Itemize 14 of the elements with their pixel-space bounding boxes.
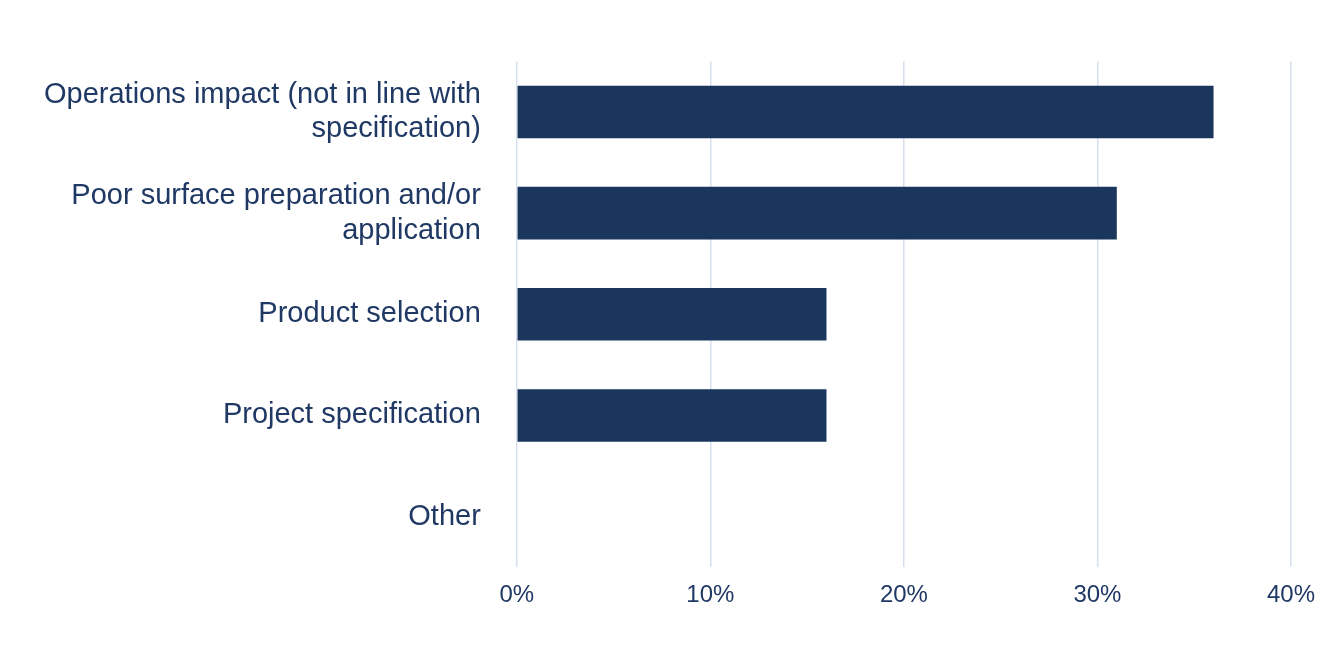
bar	[517, 389, 827, 442]
y-tick-label: Project specification	[222, 397, 481, 430]
x-tick-label: 10%	[686, 580, 735, 608]
x-tick-label: 40%	[1266, 580, 1316, 608]
bar	[517, 85, 1214, 139]
y-tick-label: Product selection	[258, 296, 481, 329]
y-tick-label: Operations impact (not in line with specification)	[44, 76, 481, 144]
y-tick-label: Other	[408, 498, 482, 531]
x-tick-label: 30%	[1073, 580, 1122, 608]
x-tick-label: 20%	[879, 580, 928, 608]
bar	[517, 186, 1117, 240]
x-tick-label: 0%	[499, 580, 535, 608]
y-tick-label: Poor surface preparation and/or application	[71, 177, 482, 245]
bar	[517, 288, 827, 341]
